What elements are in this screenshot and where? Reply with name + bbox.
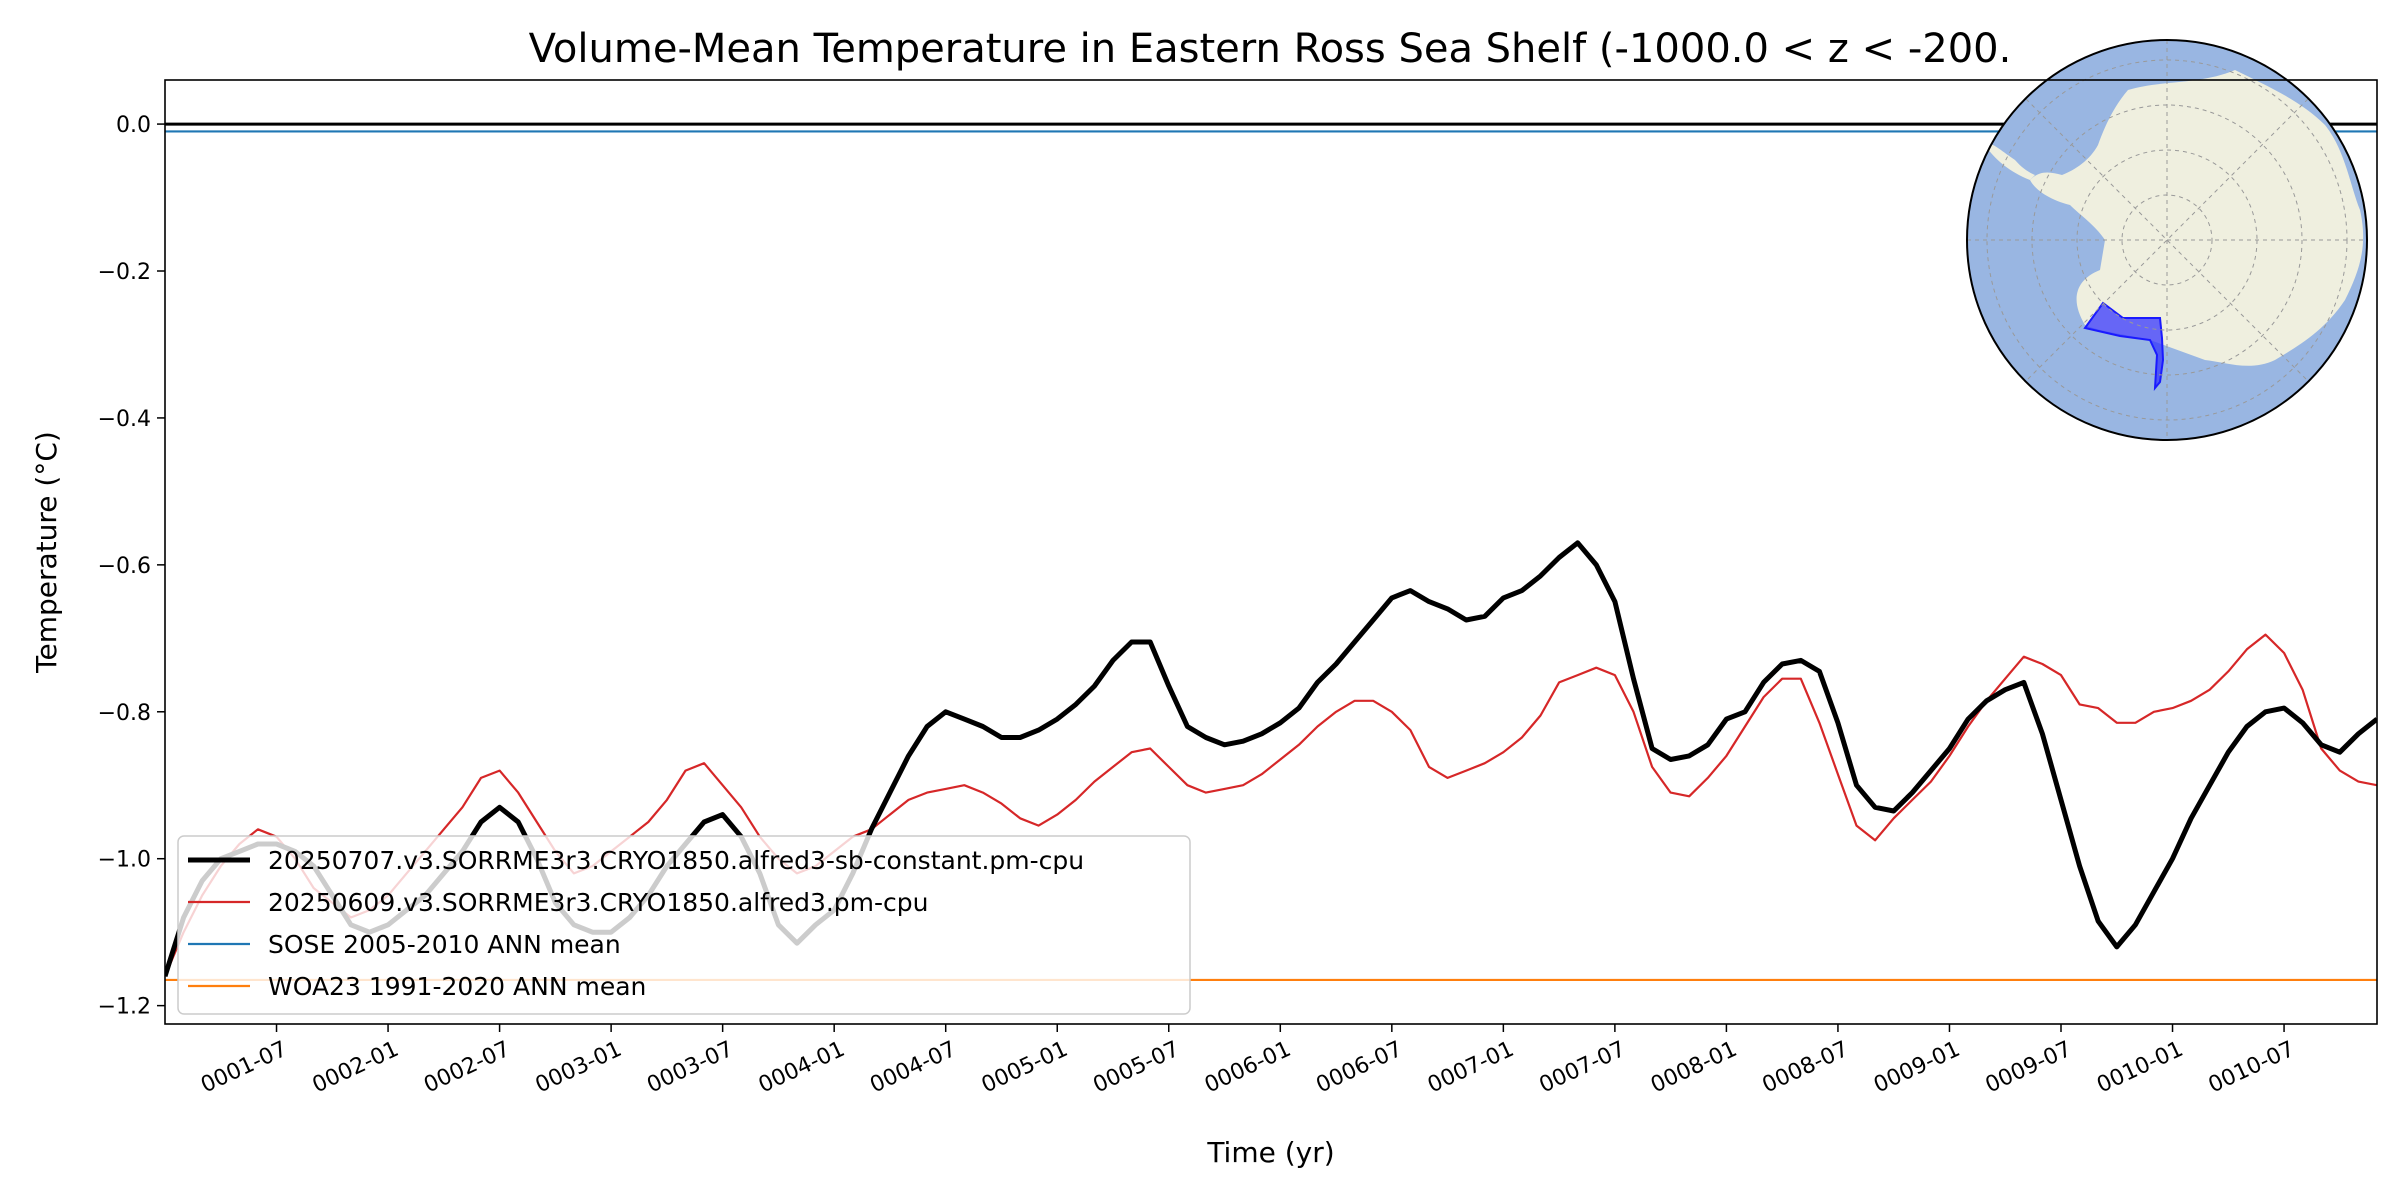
y-tick-label: −0.8 xyxy=(98,701,151,726)
x-tick-label: 0009-01 xyxy=(1870,1037,1964,1099)
x-axis: 0001-07 0002-01 0002-07 0003-01 0003-07 0004-… xyxy=(197,1024,2299,1099)
x-tick-label: 0008-01 xyxy=(1647,1037,1741,1099)
x-tick-label: 0007-07 xyxy=(1536,1037,1630,1099)
x-tick-label: 0005-01 xyxy=(978,1037,1072,1099)
x-axis-label: Time (yr) xyxy=(1206,1136,1334,1169)
x-tick-label: 0010-01 xyxy=(2093,1037,2187,1099)
x-tick-label: 0003-07 xyxy=(643,1037,737,1099)
x-tick-label: 0005-07 xyxy=(1089,1037,1183,1099)
x-tick-label: 0004-07 xyxy=(866,1037,960,1099)
x-tick-label: 0003-01 xyxy=(532,1037,626,1099)
legend-label-series-2: SOSE 2005-2010 ANN mean xyxy=(268,930,621,959)
legend-label-series-3: WOA23 1991-2020 ANN mean xyxy=(268,972,646,1001)
x-tick-label: 0008-07 xyxy=(1759,1037,1853,1099)
x-tick-label: 0009-07 xyxy=(1982,1037,2076,1099)
map-border xyxy=(1966,39,2368,441)
x-tick-label: 0004-01 xyxy=(755,1037,849,1099)
y-tick-label: −0.2 xyxy=(98,260,151,285)
map-gridlines xyxy=(1967,40,2367,440)
x-tick-label: 0007-01 xyxy=(1424,1037,1518,1099)
x-tick-label: 0001-07 xyxy=(197,1037,291,1099)
y-tick-label: −1.0 xyxy=(98,848,151,873)
y-axis-label: Temperature (°C) xyxy=(30,431,63,674)
inset-map xyxy=(1966,39,2368,441)
legend-label-series-0: 20250707.v3.SORRME3r3.CRYO1850.alfred3-s… xyxy=(268,846,1084,875)
map-peninsula xyxy=(1985,143,2035,180)
legend: 20250707.v3.SORRME3r3.CRYO1850.alfred3-s… xyxy=(177,835,1191,1015)
y-tick-label: −0.4 xyxy=(98,407,151,432)
y-tick-label: −1.2 xyxy=(98,995,151,1020)
map-land-antarctica xyxy=(2030,70,2364,366)
chart-title: Volume-Mean Temperature in Eastern Ross … xyxy=(529,26,2012,72)
x-tick-label: 0002-01 xyxy=(309,1037,403,1099)
x-tick-label: 0010-07 xyxy=(2205,1037,2299,1099)
map-region-eastern-ross-sea xyxy=(2083,301,2165,391)
legend-label-series-1: 20250609.v3.SORRME3r3.CRYO1850.alfred3.p… xyxy=(268,888,929,917)
x-tick-label: 0006-07 xyxy=(1312,1037,1406,1099)
y-axis: 0.0 −0.2 −0.4 −0.6 −0.8 −1.0 −1.2 xyxy=(98,113,165,1020)
legend-box xyxy=(177,835,1191,1015)
x-tick-label: 0006-01 xyxy=(1201,1037,1295,1099)
y-tick-label: −0.6 xyxy=(98,554,151,579)
series-line-1 xyxy=(165,633,2377,977)
x-tick-label: 0002-07 xyxy=(420,1037,514,1099)
y-tick-label: 0.0 xyxy=(116,113,151,138)
plot-frame xyxy=(164,79,2378,1025)
